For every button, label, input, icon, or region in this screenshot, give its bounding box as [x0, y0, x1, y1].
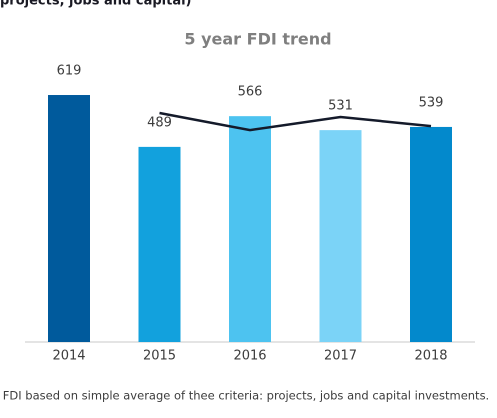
x-tick-label: 2015 [143, 349, 176, 364]
x-tick-label: 2017 [324, 349, 357, 364]
trend-line [159, 111, 432, 132]
value-label: 489 [147, 115, 172, 130]
value-label: 619 [57, 64, 82, 79]
bar [319, 130, 362, 342]
bar [138, 146, 181, 342]
value-label: 531 [328, 99, 353, 114]
x-tick-label: 2018 [414, 349, 447, 364]
x-tick-label: 2016 [233, 349, 266, 364]
value-label: 539 [419, 95, 444, 110]
cropped-heading: projects, jobs and capital) [0, 0, 191, 9]
bar [48, 95, 90, 342]
footnote: FDI based on simple average of thee crit… [3, 389, 489, 403]
chart-title: 5 year FDI trend [184, 30, 331, 49]
value-label: 566 [238, 85, 263, 100]
bar [410, 126, 452, 343]
bar [229, 116, 271, 342]
x-tick-label: 2014 [52, 349, 85, 364]
